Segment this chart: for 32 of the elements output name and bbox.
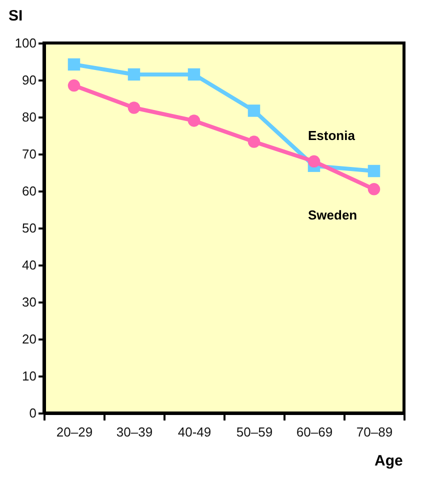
x-tick-label: 30–39 [116,424,153,440]
point [308,155,320,168]
y-tick-label: 80 [22,110,36,124]
y-tick-label: 60 [22,184,36,198]
point [128,68,140,81]
x-tick-label: 60–69 [296,424,333,440]
y-tick-label: 50 [22,220,36,236]
y-tick-label: 30 [22,294,36,310]
y-tick-label: 10 [22,368,36,384]
point [68,58,80,71]
point [248,104,260,117]
y-tick-label: 40 [22,258,36,272]
point [68,79,80,92]
point [368,164,380,178]
y-tick-label: 100 [14,36,36,50]
y-tick-label: 90 [22,72,36,88]
x-axis-title: Age [374,452,403,470]
series-label: Sweden [308,207,358,222]
point [368,183,380,196]
y-tick-label: 0 [29,406,36,420]
x-tick-label: 70–89 [356,424,393,440]
x-tick-label: 40-49 [178,424,212,440]
y-tick-label: 20 [22,332,36,346]
y-tick-label: 70 [22,146,36,162]
point [248,136,260,148]
y-axis-title: SI [8,8,23,24]
point [188,68,200,81]
point [128,102,140,114]
x-tick-label: 50–59 [236,424,273,440]
series-label: Estonia [308,128,356,143]
x-tick-label: 20–29 [56,424,93,440]
point [188,114,200,127]
